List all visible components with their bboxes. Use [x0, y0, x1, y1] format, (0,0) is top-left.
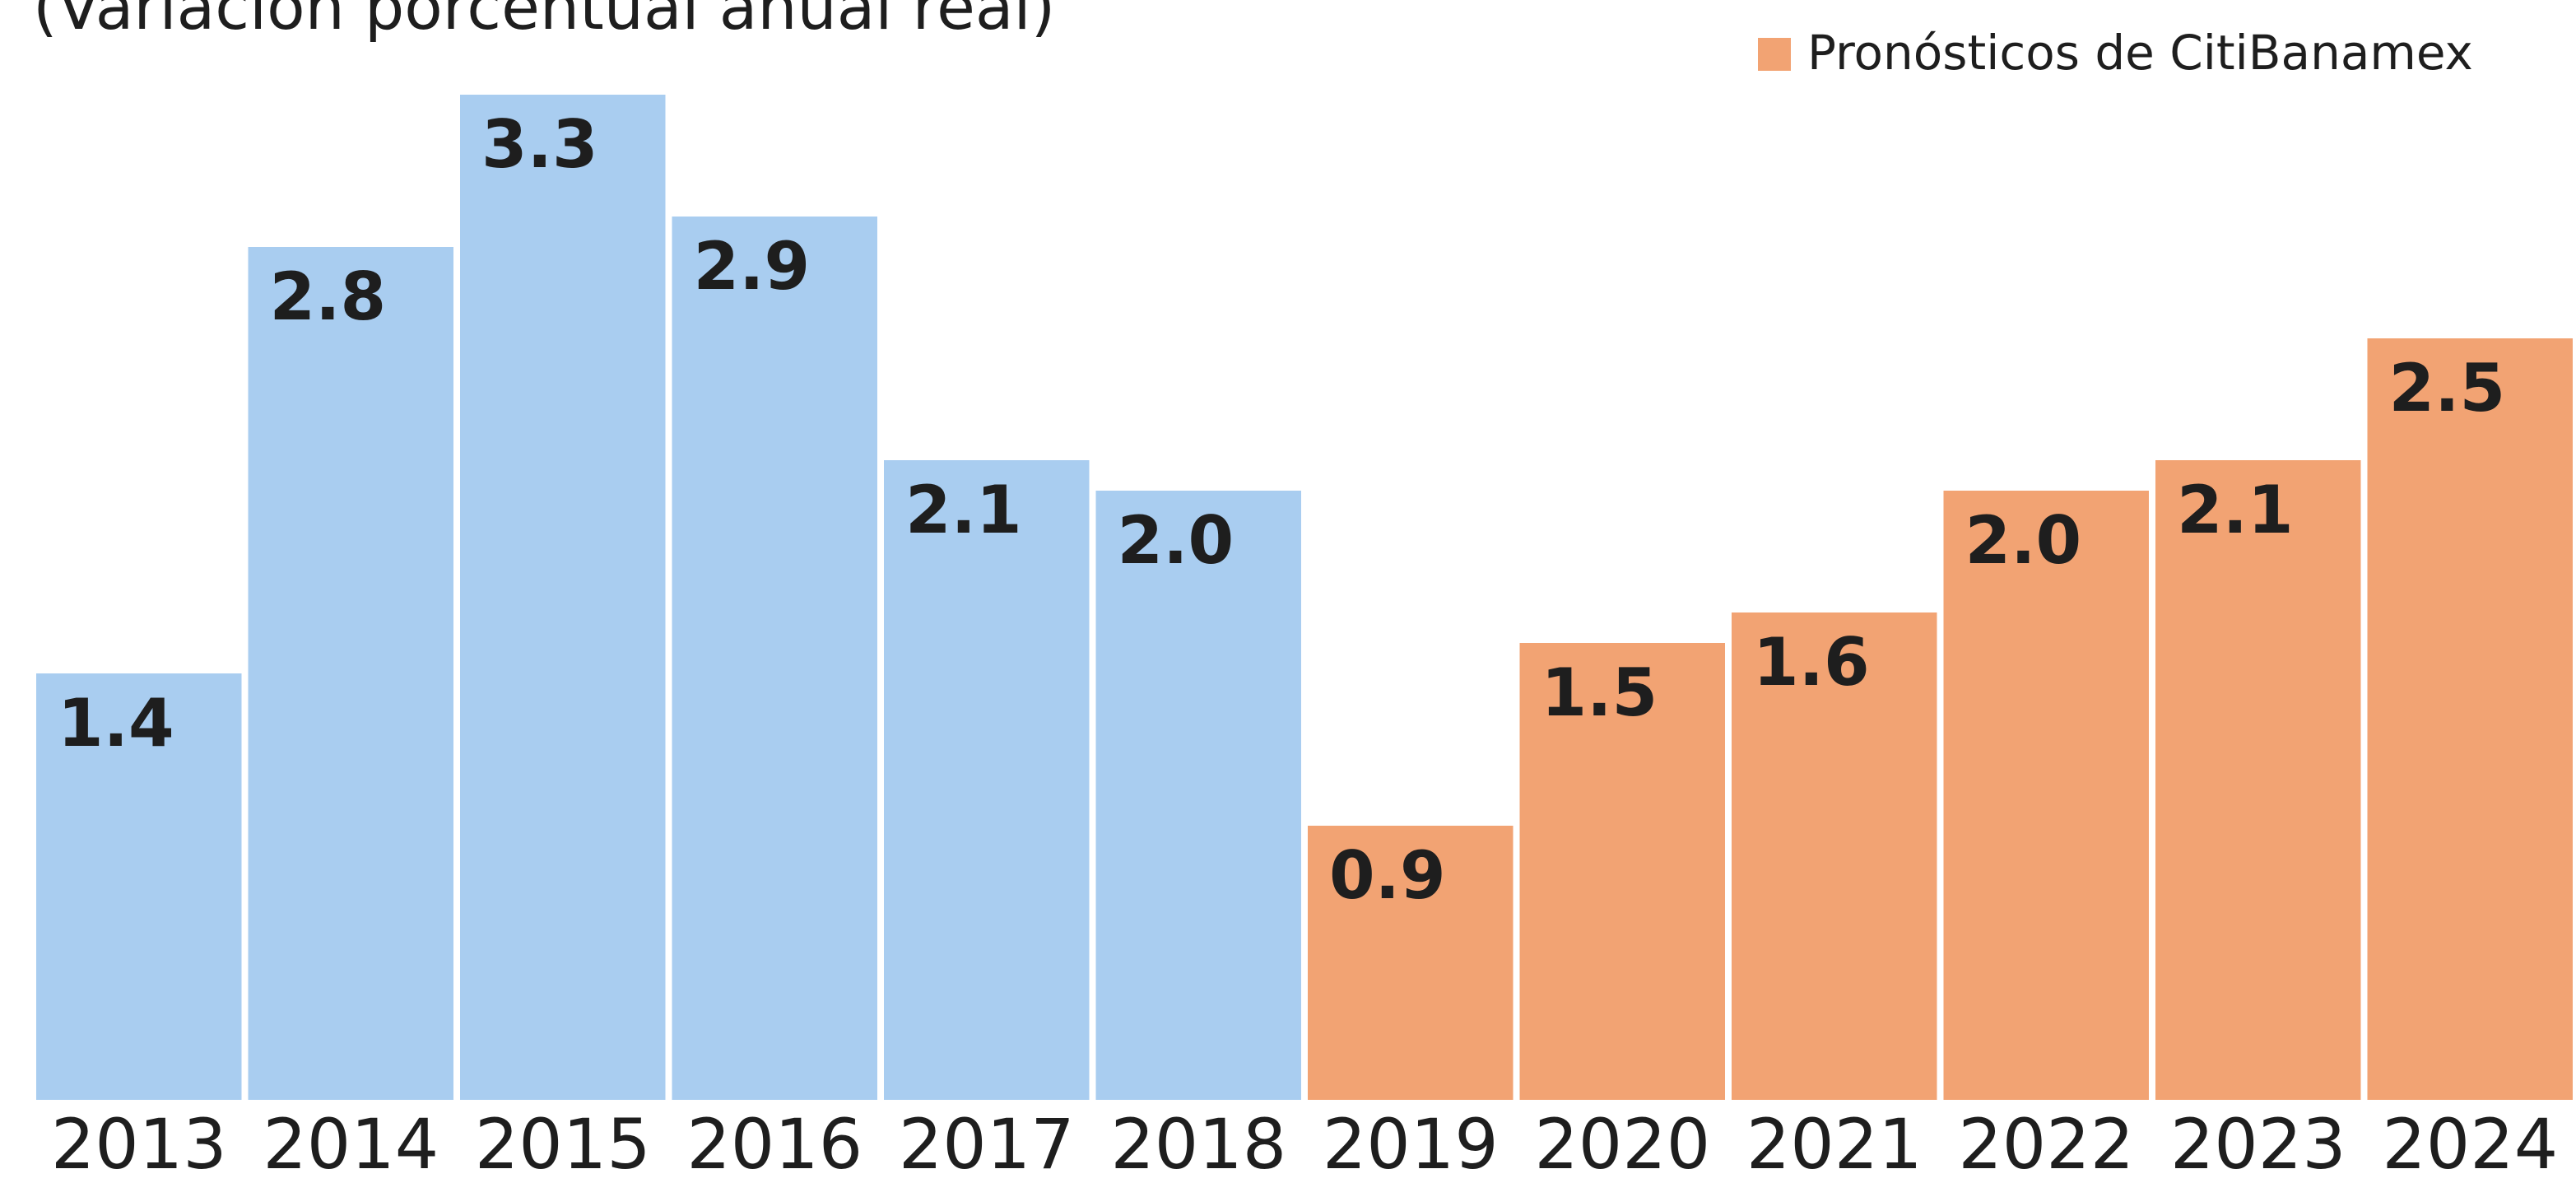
bar: [2367, 338, 2573, 1100]
bar: [884, 460, 1090, 1100]
x-tick-label: 2021: [1746, 1104, 1923, 1183]
bar: [672, 217, 877, 1100]
bar: [2155, 460, 2361, 1100]
value-label: 2.5: [2389, 350, 2506, 426]
bar: [1519, 643, 1725, 1100]
x-tick-label: 2020: [1534, 1104, 1710, 1183]
x-tick-label: 2016: [686, 1104, 863, 1183]
x-tick-label: 2019: [1323, 1104, 1499, 1183]
x-tick-label: 2017: [899, 1104, 1075, 1183]
legend-label: Pronósticos de CitiBanamex: [1807, 25, 2473, 81]
value-label: 2.1: [2177, 472, 2294, 548]
x-tick-label: 2014: [263, 1104, 439, 1183]
value-label: 2.0: [1118, 502, 1235, 579]
legend-swatch: [1758, 38, 1791, 71]
bar: [248, 247, 453, 1100]
value-label: 2.9: [694, 228, 811, 305]
bar: [1732, 612, 1937, 1100]
value-label: 2.1: [905, 472, 1022, 548]
x-tick-label: 2015: [475, 1104, 651, 1183]
x-tick-label: 2024: [2382, 1104, 2558, 1183]
value-label: 0.9: [1329, 837, 1446, 914]
value-label: 2.8: [270, 258, 387, 335]
value-label: 1.5: [1541, 654, 1658, 731]
chart-subtitle: (Variación porcentual anual real): [33, 0, 1055, 44]
value-label: 3.3: [481, 106, 598, 183]
value-label: 1.6: [1753, 624, 1870, 701]
x-tick-label: 2023: [2170, 1104, 2346, 1183]
bar: [1308, 826, 1514, 1100]
bar: [1095, 491, 1301, 1100]
bar: [460, 95, 666, 1100]
bar: [1943, 491, 2149, 1100]
x-tick-label: 2018: [1110, 1104, 1286, 1183]
value-label: 1.4: [58, 685, 174, 761]
bar: [36, 673, 242, 1100]
value-label: 2.0: [1965, 502, 2082, 579]
x-tick-label: 2022: [1958, 1104, 2134, 1183]
x-tick-label: 2013: [51, 1104, 227, 1183]
